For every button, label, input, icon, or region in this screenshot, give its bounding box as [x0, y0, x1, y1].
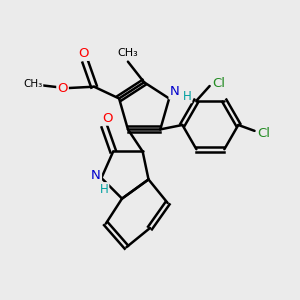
- Text: O: O: [79, 47, 89, 60]
- Text: N: N: [169, 85, 179, 98]
- Text: H: H: [183, 90, 192, 103]
- Text: CH₃: CH₃: [23, 79, 42, 89]
- Text: N: N: [91, 169, 101, 182]
- Text: H: H: [100, 183, 109, 196]
- Text: Cl: Cl: [257, 127, 271, 140]
- Text: Cl: Cl: [212, 76, 226, 90]
- Text: O: O: [102, 112, 112, 125]
- Text: CH₃: CH₃: [118, 48, 138, 59]
- Text: O: O: [57, 82, 68, 95]
